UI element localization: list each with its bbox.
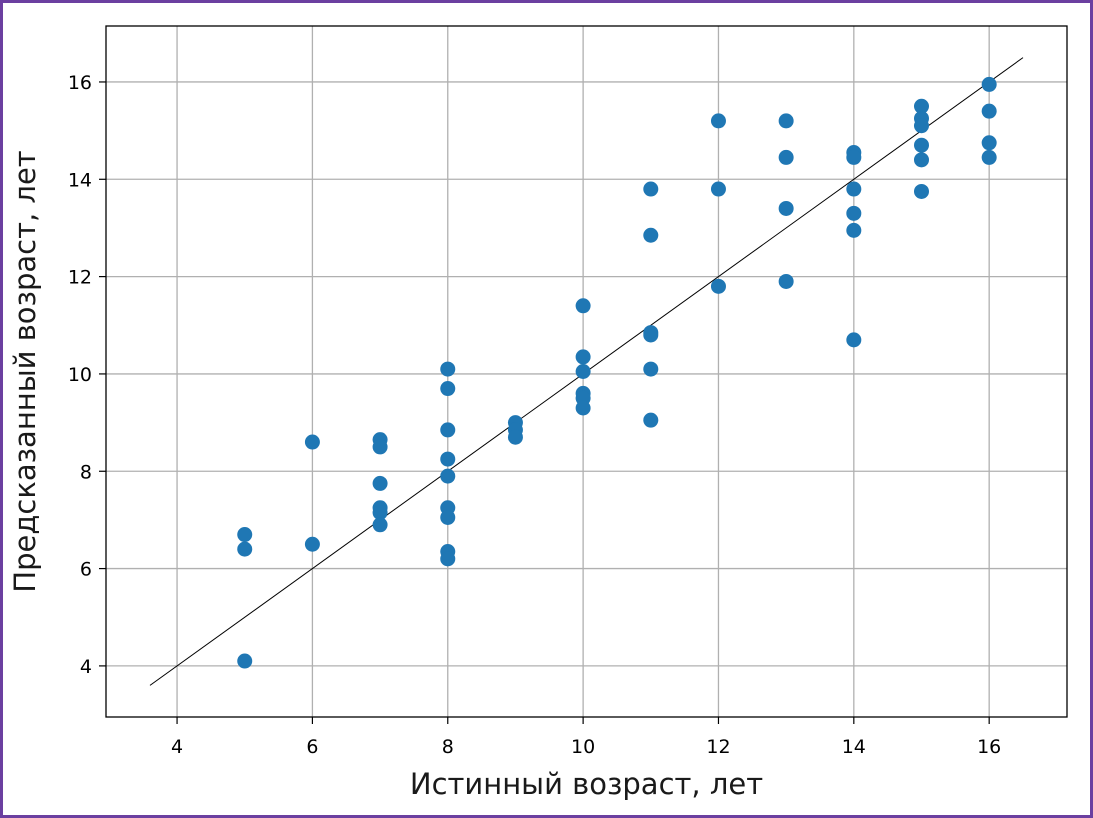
data-point (710, 181, 726, 197)
data-point (575, 349, 591, 365)
y-tick-label: 6 (80, 559, 92, 581)
data-point (846, 222, 862, 238)
data-point (913, 98, 929, 114)
data-point (372, 505, 388, 521)
y-tick-label: 12 (68, 267, 92, 289)
data-point (981, 76, 997, 92)
data-point (237, 527, 253, 543)
data-point (575, 364, 591, 379)
y-tick-label: 4 (80, 656, 92, 678)
data-point (778, 149, 794, 165)
data-point (643, 227, 659, 243)
data-point (778, 113, 794, 129)
x-tick-label: 14 (842, 736, 866, 758)
x-tick-label: 6 (306, 736, 318, 758)
data-point (846, 149, 862, 165)
x-tick-label: 4 (171, 736, 183, 758)
data-point (304, 434, 320, 450)
y-tick-label: 10 (68, 364, 92, 386)
data-point (372, 439, 388, 455)
y-tick-label: 16 (68, 72, 92, 94)
data-point (846, 332, 862, 348)
data-point (643, 181, 659, 197)
data-point (846, 181, 862, 197)
data-point (643, 361, 659, 377)
x-tick-label: 12 (706, 736, 730, 758)
y-tick-label: 8 (80, 461, 92, 483)
y-tick-label: 14 (68, 169, 92, 191)
data-point (846, 205, 862, 221)
data-point (981, 149, 997, 165)
data-point (507, 429, 523, 445)
data-point (778, 273, 794, 289)
data-point (575, 298, 591, 314)
data-point (913, 152, 929, 168)
data-point (643, 412, 659, 428)
data-point (440, 422, 456, 438)
data-point (981, 135, 997, 151)
x-tick-label: 10 (571, 736, 595, 758)
y-axis-title: Предсказанный возраст, лет (8, 150, 42, 592)
points-layer (237, 76, 997, 669)
plot-area (105, 25, 1068, 718)
data-point (778, 200, 794, 216)
data-point (440, 468, 456, 484)
data-point (981, 103, 997, 119)
x-tick-label: 8 (442, 736, 454, 758)
data-point (913, 183, 929, 199)
data-point (913, 137, 929, 153)
data-point (237, 541, 253, 557)
data-point (643, 327, 659, 343)
data-point (372, 475, 388, 491)
x-axis-title: Истинный возраст, лет (410, 767, 763, 801)
x-tick-label: 16 (977, 736, 1001, 758)
data-point (710, 278, 726, 294)
data-point (304, 536, 320, 552)
data-point (440, 451, 456, 467)
data-point (913, 118, 929, 134)
grid (106, 26, 1067, 717)
data-point (440, 551, 456, 567)
data-point (440, 381, 456, 397)
data-point (575, 400, 591, 416)
ticks: 4 6 8 10 12 14 16 4 6 8 10 12 14 16 (68, 72, 1001, 758)
data-point (440, 361, 456, 377)
data-point (440, 509, 456, 525)
data-point (372, 517, 388, 533)
data-point (237, 653, 253, 669)
data-point (710, 113, 726, 129)
